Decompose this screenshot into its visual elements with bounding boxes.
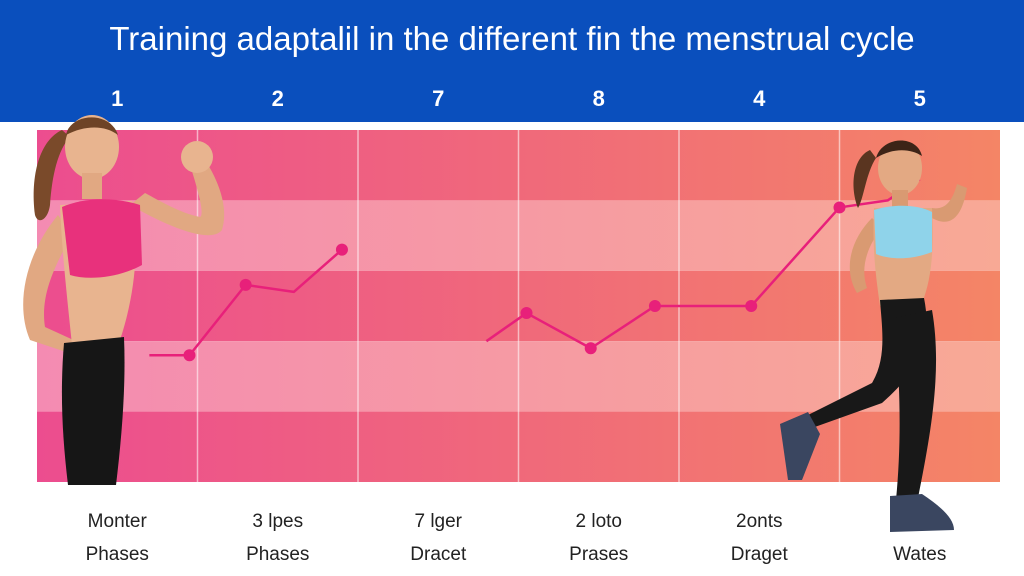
phase-caption-line1: 2onts <box>736 511 783 532</box>
chart-title: Training adaptalil in the different fin … <box>109 20 915 57</box>
data-point <box>335 243 348 256</box>
phase-caption-line1: 2 loto <box>575 511 622 532</box>
phase-caption-line1: 3 lpes <box>252 511 304 532</box>
series-line <box>485 178 921 350</box>
data-point <box>745 300 758 312</box>
data-point <box>833 201 846 214</box>
data-point <box>520 307 533 320</box>
category-label: 5 <box>913 86 926 111</box>
data-point <box>584 342 597 355</box>
data-point <box>648 300 661 312</box>
category-label: 2 <box>271 86 284 111</box>
phase-caption-line2: Phases <box>246 544 310 565</box>
category-label: 7 <box>432 86 445 111</box>
woman-flexing-figure <box>23 115 225 485</box>
phase-caption-line1: 7 lger <box>414 511 463 532</box>
phase-caption-line2: Prases <box>569 544 629 565</box>
category-label: 4 <box>753 86 766 111</box>
header-banner <box>0 0 1024 122</box>
data-point <box>183 349 196 362</box>
category-label: 8 <box>592 86 605 111</box>
woman-running-figure <box>780 140 967 532</box>
phase-caption-line1: Monter <box>87 511 147 532</box>
phase-caption-line2: Wates <box>893 544 947 565</box>
phase-caption-line2: Dracet <box>410 544 467 565</box>
category-label: 1 <box>111 86 124 111</box>
phase-caption-line2: Phases <box>85 544 149 565</box>
data-point <box>239 278 252 291</box>
phase-caption-line2: Draget <box>730 544 788 565</box>
